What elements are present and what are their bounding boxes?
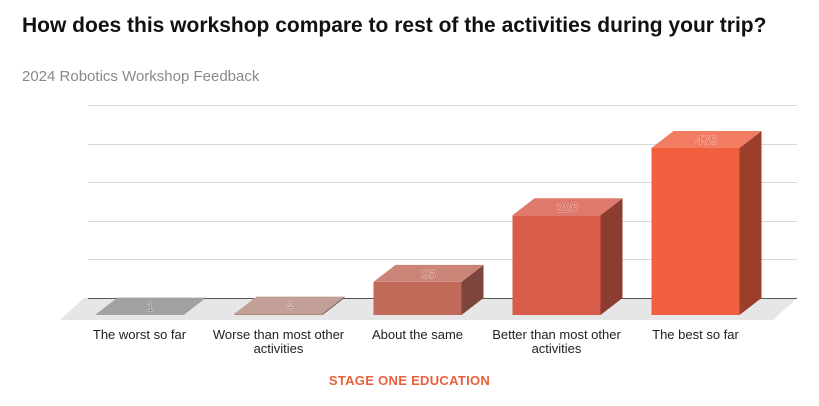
bar-side	[461, 264, 484, 315]
bar-side	[183, 297, 206, 315]
bar-top	[651, 131, 762, 148]
bar-top	[373, 264, 484, 282]
category-label: The worst so far	[92, 327, 187, 342]
data-label: 286	[557, 200, 579, 215]
bar-top	[95, 297, 206, 315]
data-label: 1	[147, 299, 154, 314]
bar-side	[322, 296, 345, 315]
data-label: 95	[421, 266, 435, 281]
bar	[373, 281, 462, 315]
bar-side	[600, 198, 623, 315]
chart-subtitle: 2024 Robotics Workshop Feedback	[22, 68, 260, 85]
bar	[651, 148, 740, 315]
category-label: Better than most other activities	[492, 327, 621, 356]
bar	[234, 313, 323, 315]
footer-brand: STAGE ONE EDUCATION	[328, 373, 491, 388]
data-label: 479	[696, 133, 718, 148]
category-label: Worse than most other activities	[212, 327, 345, 356]
bar-top	[234, 296, 345, 314]
category-label: The best so far	[652, 327, 739, 342]
bar-side	[739, 131, 762, 315]
category-label: About the same	[371, 327, 464, 342]
chart-title: How does this workshop compare to rest o…	[22, 14, 767, 37]
bar	[512, 215, 601, 315]
bar-top	[512, 198, 623, 216]
data-label: 4	[286, 298, 293, 313]
